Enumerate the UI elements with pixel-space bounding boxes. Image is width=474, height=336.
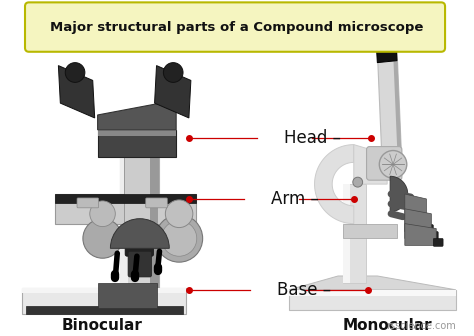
Circle shape: [90, 201, 115, 226]
Polygon shape: [405, 209, 431, 239]
FancyBboxPatch shape: [433, 239, 443, 246]
Circle shape: [375, 21, 395, 41]
Polygon shape: [26, 306, 183, 313]
Circle shape: [353, 177, 363, 187]
Polygon shape: [377, 49, 402, 166]
Wedge shape: [110, 219, 169, 248]
Polygon shape: [343, 184, 350, 283]
Polygon shape: [120, 130, 159, 290]
Text: Arm –: Arm –: [271, 190, 319, 208]
Circle shape: [379, 151, 407, 178]
FancyBboxPatch shape: [428, 232, 438, 240]
Circle shape: [155, 215, 203, 262]
Polygon shape: [289, 290, 456, 309]
FancyBboxPatch shape: [125, 223, 154, 256]
Text: rsscience.com: rsscience.com: [386, 321, 456, 331]
FancyBboxPatch shape: [146, 198, 167, 208]
Polygon shape: [375, 27, 397, 62]
Polygon shape: [405, 194, 427, 232]
Circle shape: [65, 62, 85, 82]
Polygon shape: [98, 130, 176, 136]
Circle shape: [164, 62, 183, 82]
Text: Monocular: Monocular: [342, 318, 432, 333]
Polygon shape: [155, 66, 191, 118]
Polygon shape: [22, 288, 186, 313]
Polygon shape: [289, 290, 456, 296]
FancyBboxPatch shape: [423, 225, 433, 233]
Polygon shape: [405, 224, 436, 245]
Polygon shape: [124, 135, 156, 243]
FancyBboxPatch shape: [366, 146, 402, 180]
Polygon shape: [393, 49, 402, 166]
Polygon shape: [354, 144, 387, 184]
Polygon shape: [343, 224, 397, 239]
Polygon shape: [343, 184, 365, 283]
FancyBboxPatch shape: [25, 2, 445, 52]
Polygon shape: [55, 194, 196, 203]
Polygon shape: [55, 194, 196, 224]
Polygon shape: [120, 130, 128, 290]
Circle shape: [162, 221, 197, 256]
Text: Base –: Base –: [277, 281, 331, 299]
Polygon shape: [150, 130, 159, 290]
Text: Head –: Head –: [284, 129, 341, 147]
Polygon shape: [150, 135, 156, 243]
FancyBboxPatch shape: [128, 251, 152, 277]
Circle shape: [165, 200, 193, 227]
Polygon shape: [289, 276, 456, 290]
Polygon shape: [58, 66, 95, 118]
Polygon shape: [22, 288, 186, 293]
Text: Major structural parts of a Compound microscope: Major structural parts of a Compound mic…: [50, 20, 424, 34]
Text: Binocular: Binocular: [62, 318, 143, 333]
Polygon shape: [98, 100, 176, 130]
Polygon shape: [98, 283, 156, 307]
Wedge shape: [390, 176, 408, 212]
Circle shape: [83, 219, 122, 258]
Polygon shape: [98, 130, 176, 158]
Polygon shape: [315, 144, 354, 224]
FancyBboxPatch shape: [77, 198, 99, 208]
